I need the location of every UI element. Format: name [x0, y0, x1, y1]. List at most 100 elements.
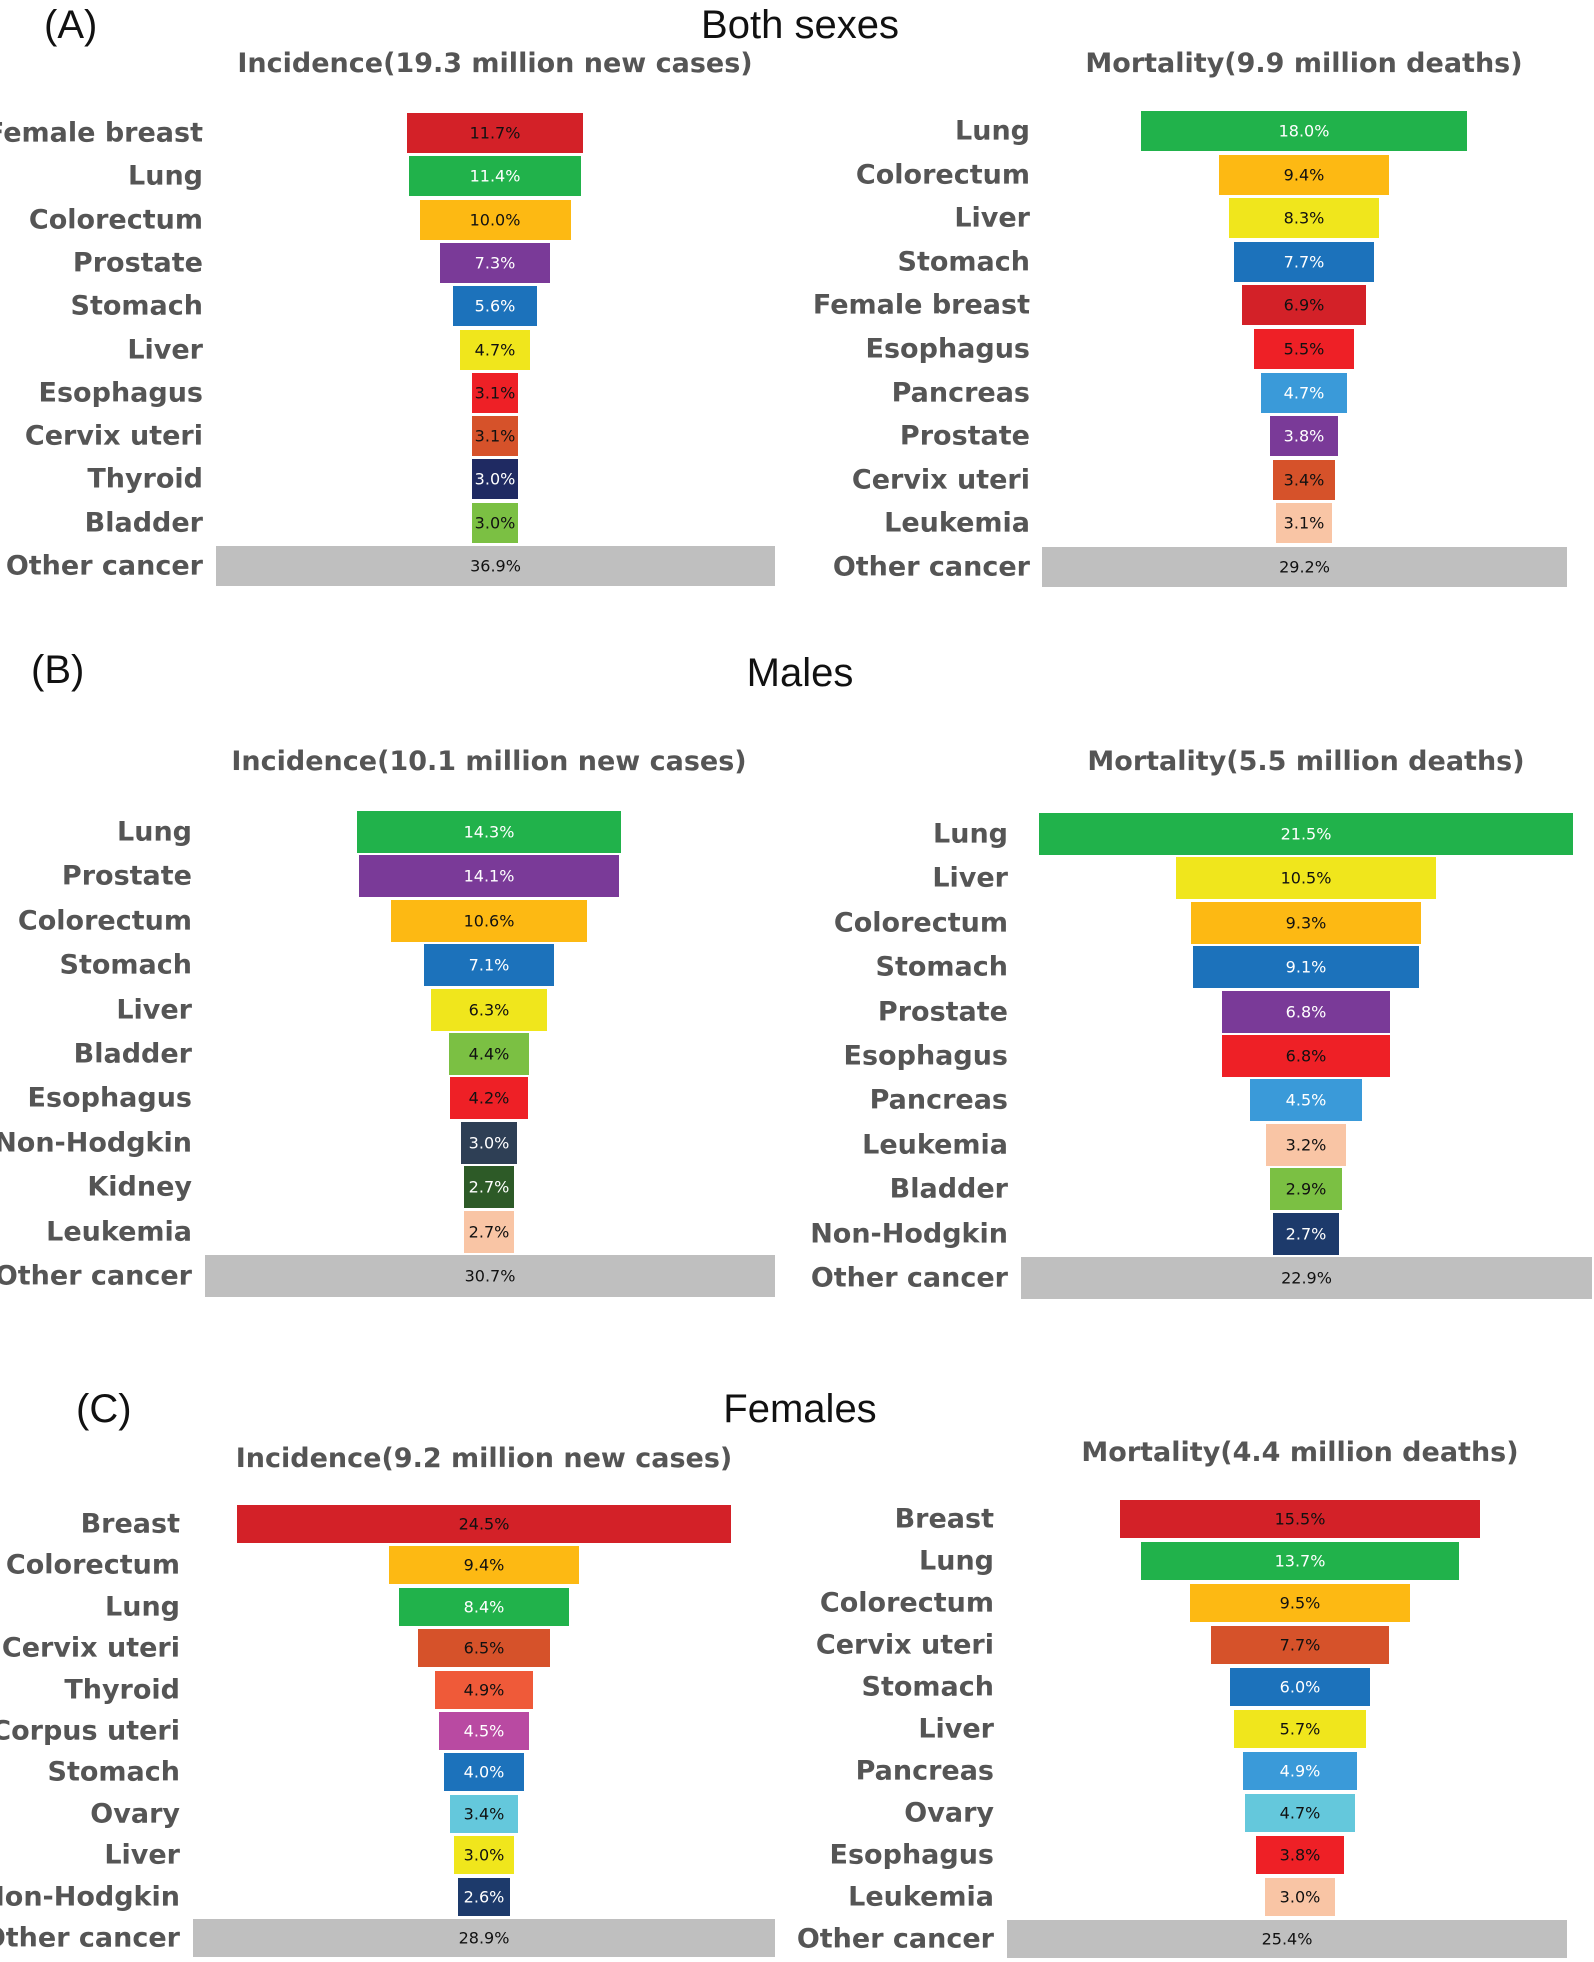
bar-value-label: 4.5% — [1285, 1090, 1327, 1110]
bar-value-label: 36.9% — [470, 556, 521, 576]
bar-mark — [236, 1505, 732, 1543]
bar-value-label: 3.2% — [1285, 1135, 1327, 1155]
bar-value-label: 22.9% — [1281, 1268, 1332, 1288]
bar-mark — [464, 1210, 514, 1253]
bar-value-label: 4.7% — [1279, 1803, 1321, 1823]
bar-value-label: 10.6% — [463, 911, 515, 931]
bar-mark — [1120, 1500, 1480, 1538]
bar-value-label: 4.7% — [1283, 383, 1325, 403]
bar-mark — [1021, 1257, 1592, 1299]
category-label: Stomach — [47, 1756, 180, 1788]
category-label: Prostate — [61, 860, 192, 892]
category-label: Leukemia — [862, 1129, 1008, 1161]
bar-mark — [1042, 547, 1567, 587]
bar-mark — [459, 329, 531, 370]
category-label: Liver — [932, 862, 1008, 894]
bar-mark — [357, 811, 621, 853]
chart-title: Incidence(9.2 million new cases) — [235, 1443, 733, 1474]
bar-mark — [359, 855, 619, 898]
category-label: Cervix uteri — [24, 420, 203, 452]
bar-value-label: 9.5% — [1279, 1593, 1321, 1613]
bar-value-label: 5.7% — [1279, 1719, 1321, 1739]
panel-c-title: Females — [723, 1387, 877, 1431]
category-label: Colorectum — [833, 907, 1008, 939]
bar-mark — [471, 372, 519, 413]
category-label: Colorectum — [28, 204, 203, 236]
bar-mark — [419, 199, 571, 240]
bar-value-label: 6.8% — [1285, 1002, 1327, 1022]
category-label: Liver — [127, 334, 203, 365]
bar-value-label: 15.5% — [1274, 1509, 1326, 1529]
category-label: Kidney — [87, 1171, 192, 1203]
category-label: Liver — [954, 202, 1030, 234]
bar-mark — [1275, 503, 1333, 544]
category-label: Ovary — [90, 1798, 180, 1830]
bar-mark — [1190, 901, 1422, 944]
bar-mark — [1254, 329, 1354, 369]
bar-mark — [472, 502, 518, 543]
bar-value-label: 21.5% — [1280, 824, 1332, 844]
category-label: Bladder — [889, 1173, 1008, 1205]
category-label: Other cancer — [810, 1262, 1008, 1294]
bar-value-label: 3.0% — [468, 1133, 510, 1153]
category-label: Non-Hodgkin — [0, 1881, 180, 1913]
category-label: Esophagus — [829, 1839, 994, 1871]
bar-value-label: 3.1% — [474, 426, 516, 446]
category-label: Thyroid — [87, 463, 203, 495]
bar-value-label: 3.1% — [1283, 513, 1325, 533]
category-label: Stomach — [70, 290, 203, 322]
bar-value-label: 10.5% — [1280, 868, 1332, 888]
category-label: Pancreas — [891, 377, 1030, 409]
category-label: Prostate — [877, 996, 1008, 1028]
bar-value-label: 11.4% — [469, 166, 521, 186]
bar-mark — [216, 546, 775, 586]
bar-mark — [431, 988, 547, 1031]
bar-value-label: 2.7% — [468, 1177, 510, 1197]
category-label: Pancreas — [869, 1084, 1008, 1116]
bar-mark — [418, 1629, 550, 1668]
bar-mark — [461, 1121, 517, 1164]
bar-value-label: 3.8% — [1279, 1845, 1321, 1865]
bar-value-label: 6.8% — [1285, 1046, 1327, 1066]
bar-mark — [439, 242, 551, 283]
category-label: Bladder — [73, 1038, 192, 1070]
bar-value-label: 11.7% — [469, 123, 521, 143]
category-label: Stomach — [59, 949, 192, 981]
bar-mark — [406, 113, 584, 153]
bar-mark — [1250, 1079, 1362, 1122]
bar-mark — [457, 1877, 511, 1916]
chart-title: Mortality(4.4 million deaths) — [1081, 1437, 1519, 1468]
category-label: Colorectum — [5, 1549, 180, 1581]
category-label: Cervix uteri — [815, 1629, 994, 1661]
bar-value-label: 4.7% — [474, 340, 516, 359]
category-label: Breast — [894, 1503, 994, 1535]
bar-value-label: 10.0% — [469, 210, 521, 230]
bar-mark — [1230, 1668, 1370, 1706]
category-label: Liver — [918, 1713, 994, 1745]
bar-mark — [1193, 946, 1419, 989]
category-label: Cervix uteri — [1, 1632, 180, 1664]
category-label: Liver — [104, 1839, 180, 1871]
bar-value-label: 9.4% — [463, 1555, 505, 1575]
bar-value-label: 8.3% — [1283, 208, 1325, 228]
category-label: Lung — [128, 160, 203, 192]
bar-mark — [1265, 1878, 1335, 1916]
bar-value-label: 7.1% — [468, 955, 510, 975]
bar-mark — [449, 1794, 519, 1833]
panel-c-letter: (C) — [76, 1387, 132, 1431]
category-label: Colorectum — [17, 905, 192, 937]
bar-value-label: 28.9% — [458, 1928, 510, 1948]
bar-value-label: 6.9% — [1283, 295, 1325, 315]
category-label: Other cancer — [0, 1922, 180, 1954]
bar-value-label: 7.3% — [474, 253, 516, 273]
category-label: Leukemia — [848, 1881, 994, 1913]
category-label: Lung — [105, 1591, 180, 1623]
category-label: Esophagus — [843, 1040, 1008, 1072]
chart-title: Mortality(9.9 million deaths) — [1085, 48, 1523, 79]
bar-mark — [1210, 1626, 1390, 1664]
category-label: Stomach — [861, 1671, 994, 1703]
chart-title: Incidence(19.3 million new cases) — [237, 48, 753, 79]
category-label: Female breast — [812, 289, 1030, 321]
bar-mark — [389, 1546, 579, 1585]
category-label: Leukemia — [884, 507, 1030, 539]
